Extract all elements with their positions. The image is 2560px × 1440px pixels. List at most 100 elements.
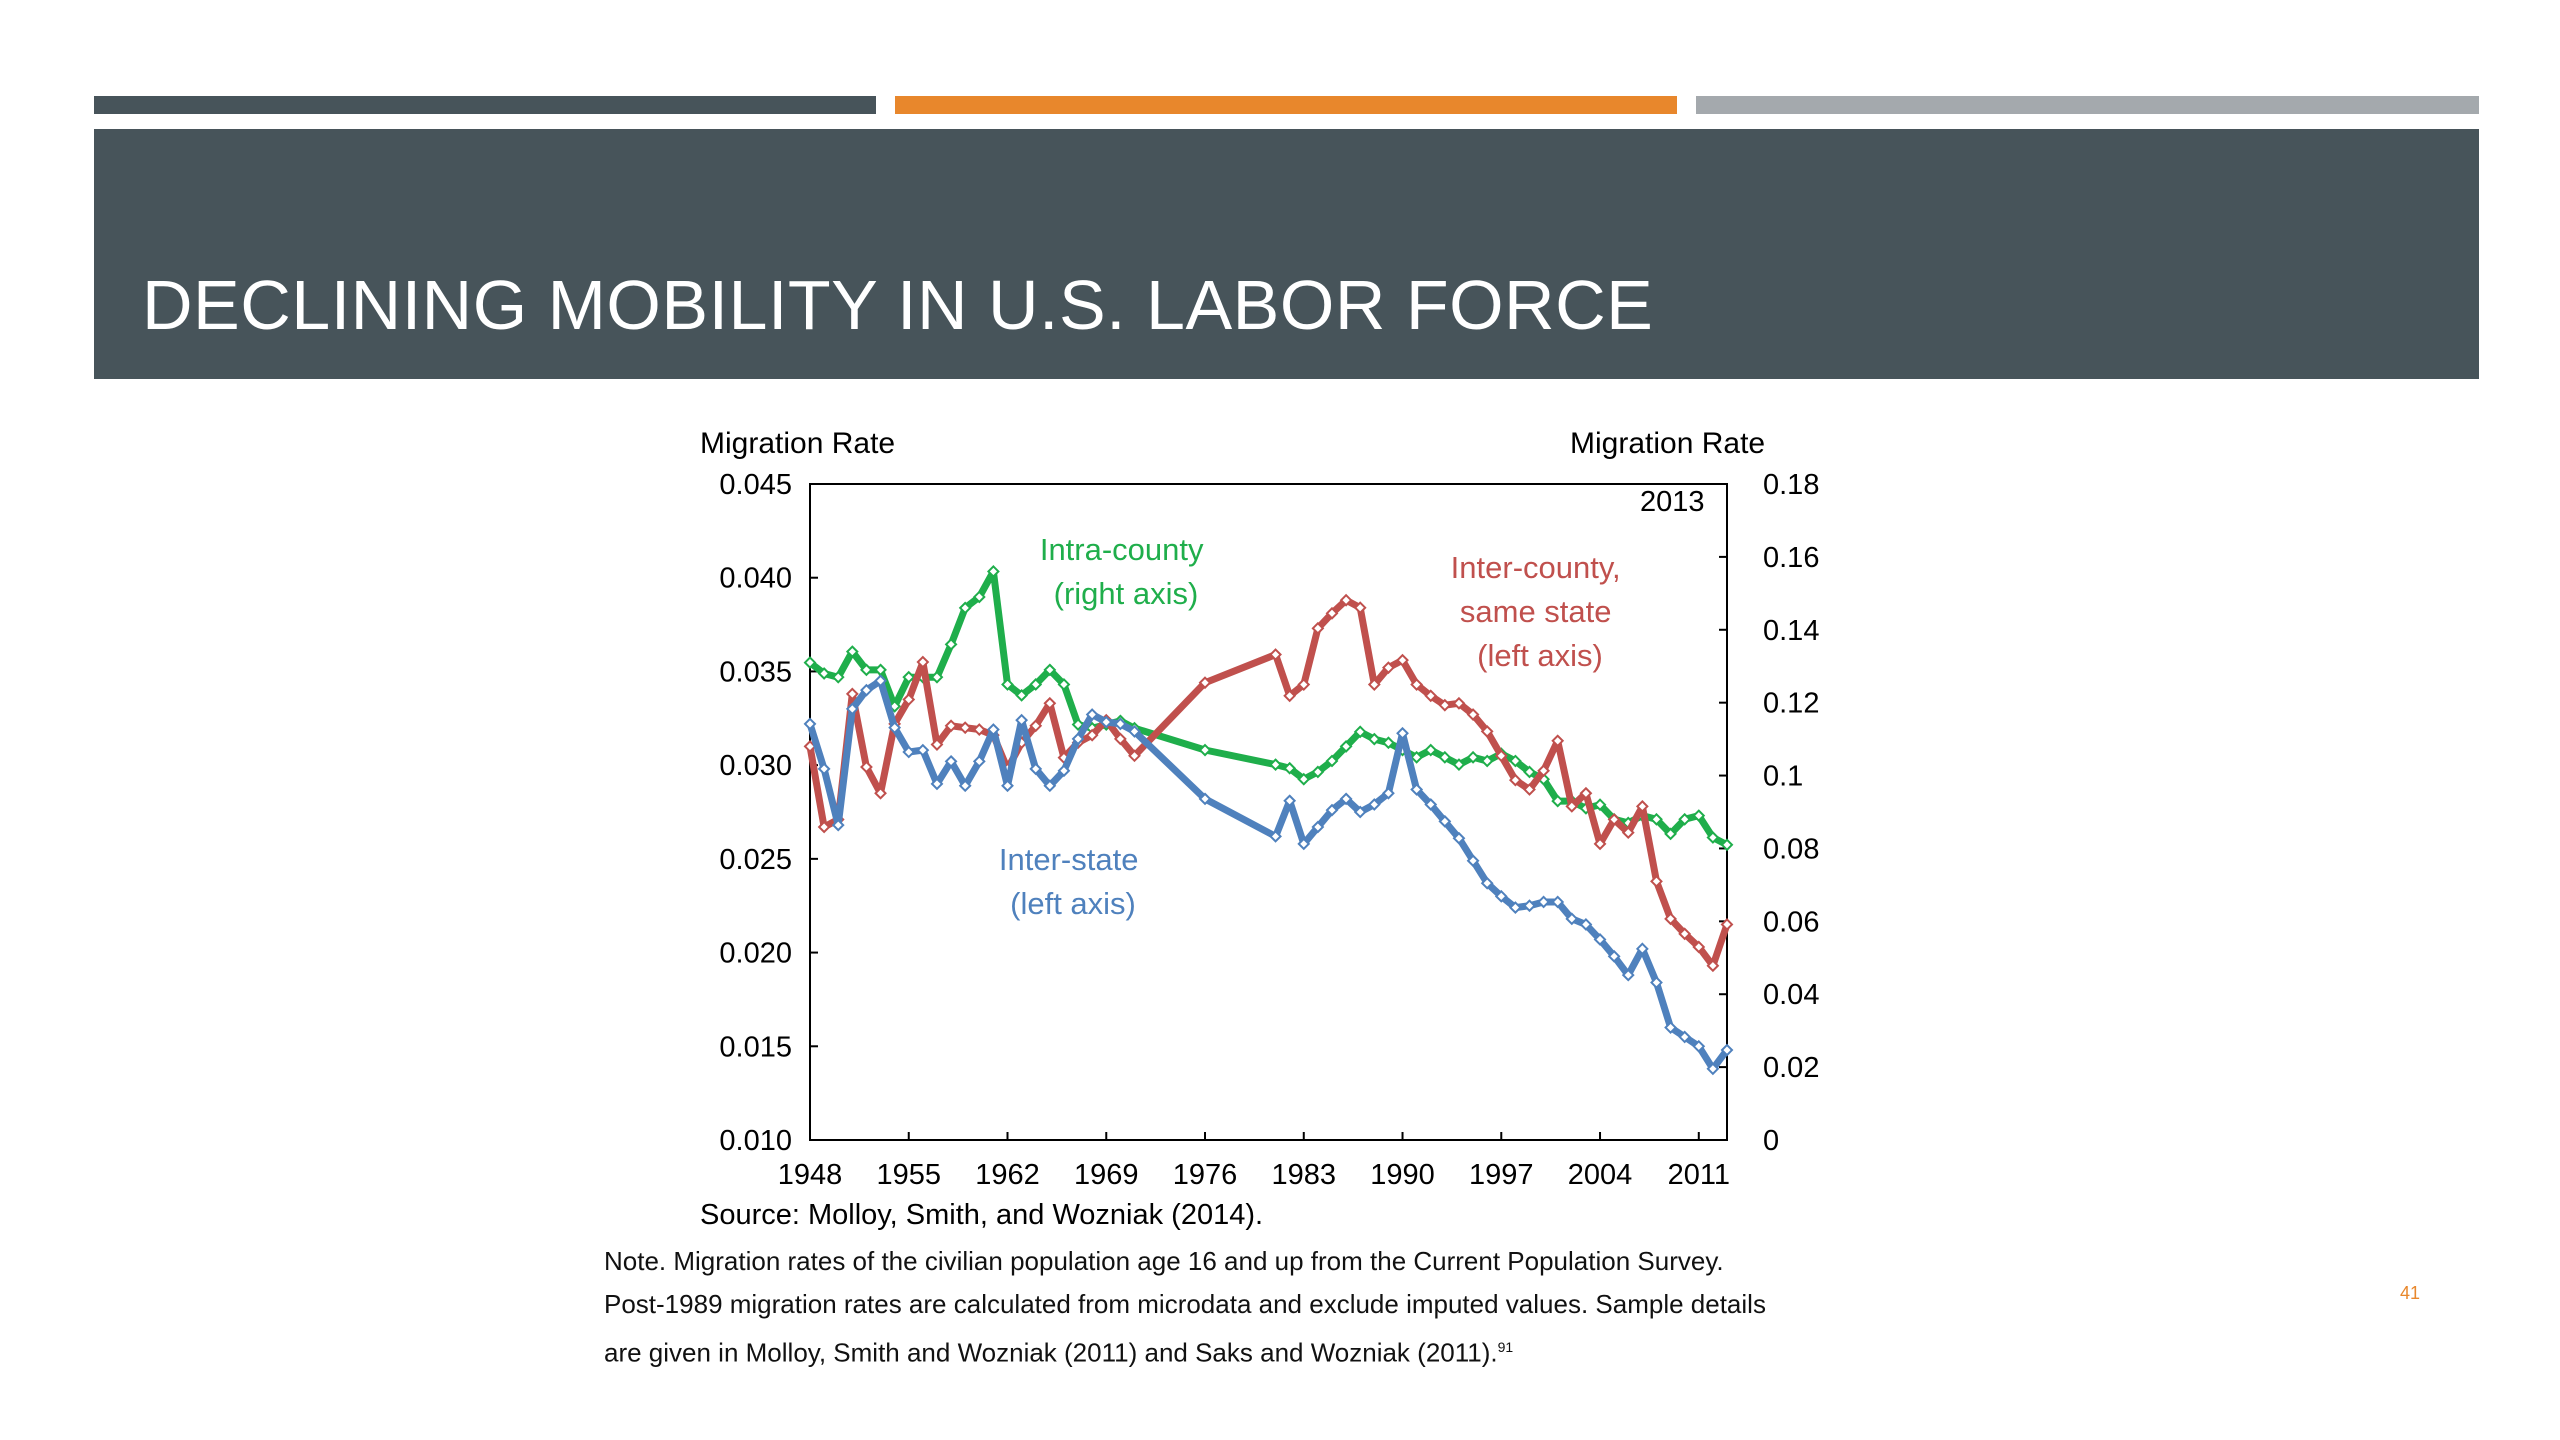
series-point [845,645,859,659]
series-point [1466,708,1480,721]
series-point [1382,786,1395,800]
series-point [1452,696,1466,710]
series-point [1551,794,1565,808]
series-point [1353,805,1367,819]
series-point [1410,750,1424,764]
series-point [1269,648,1282,661]
right-tick-label: 0.1 [1763,761,1803,793]
series-point [1607,949,1621,963]
series-point [1480,724,1494,738]
x-tick-label: 1969 [1074,1159,1139,1191]
series-point [1198,743,1212,757]
series-point [1494,749,1508,763]
right-axis-ticks: 0.18 0.16 0.14 0.12 0.1 0.08 0.06 0.04 0.02 0 [1719,469,1819,1157]
page-number: 41 [2400,1283,2421,1303]
series-point [1085,728,1099,742]
series-point [1565,912,1579,926]
series-point [803,656,817,669]
series-point [1466,750,1480,764]
series-line-1 [806,596,1731,970]
x-tick-label: 1955 [876,1159,941,1191]
series-point [944,637,958,651]
note-line-3: are given in Molloy, Smith and Wozniak (… [604,1337,1514,1368]
series-point [1494,889,1508,903]
series-point [930,670,944,684]
series-point [1692,1039,1706,1053]
series-point [1706,959,1720,973]
series-point [1452,831,1466,845]
x-tick-label: 1983 [1272,1159,1337,1191]
series-point [817,762,831,776]
series-point [1565,799,1579,813]
series-point [930,777,944,791]
series-point [1128,749,1141,763]
series-point [1410,678,1424,691]
right-tick-label: 0.16 [1763,542,1819,574]
series-point [1043,696,1057,710]
x-tick-label: 2004 [1568,1159,1633,1191]
series-point [1424,689,1438,703]
series-point [1650,976,1663,989]
series-point [1438,814,1452,828]
series-point [1452,758,1466,772]
series-point [817,667,831,680]
series-point [1720,918,1734,931]
series-point [1367,732,1381,746]
series-point [1283,761,1297,775]
series-point [1029,719,1043,733]
series-point [1128,724,1141,738]
series-point [1339,739,1353,753]
series-layer [803,565,1734,1076]
left-tick-label: 0.010 [719,1125,792,1157]
series-point [1551,734,1565,748]
series-point [1396,726,1409,740]
right-tick-label: 0.06 [1763,906,1819,938]
series-point [860,760,873,774]
series-point [1720,838,1734,852]
series-point [845,687,859,701]
series-point [831,670,845,684]
series-point [902,745,916,759]
header-bar-orange [895,96,1677,114]
series-point [1015,688,1029,702]
series-point [1678,927,1692,941]
inter-county-label: Inter-county, same state (left axis) [1451,550,1630,673]
series-point [1523,899,1536,913]
header-bar-dark [94,96,876,114]
series-point [1269,829,1282,843]
series-point [1043,779,1057,793]
series-point [1325,606,1339,620]
series-point [972,723,986,736]
right-tick-label: 0.08 [1763,833,1819,865]
series-point [1339,792,1353,806]
series-point [972,754,986,768]
series-point [874,786,887,800]
series-point [1508,773,1522,787]
left-tick-label: 0.040 [719,563,792,595]
series-point [1551,895,1565,909]
series-point [1692,940,1706,954]
left-tick-label: 0.015 [719,1031,792,1063]
series-point [1537,764,1551,778]
series-point [1508,901,1522,915]
series-point [1650,874,1663,888]
series-point [1367,798,1381,811]
series-point [958,779,972,793]
series-point [1523,765,1536,779]
series-point [831,818,845,832]
series-point [1001,779,1014,793]
series-point [1057,678,1071,691]
right-tick-label: 0 [1763,1125,1779,1157]
x-axis-ticks: 1948 1955 1962 1969 1976 1983 1990 1997 2004 2011 [778,1132,1730,1191]
note-line-1: Note. Migration rates of the civilian po… [604,1246,1724,1276]
footnote-ref: 91 [1497,1339,1514,1355]
series-point [1621,826,1635,840]
series-point [1621,968,1635,982]
left-tick-label: 0.045 [719,469,792,501]
series-point [1438,750,1452,764]
series-point [1635,799,1649,813]
title-band: DECLINING MOBILITY IN U.S. LABOR FORCE [94,129,2479,379]
series-point [958,721,972,735]
series-point [1537,895,1551,909]
series-point [1480,754,1494,768]
